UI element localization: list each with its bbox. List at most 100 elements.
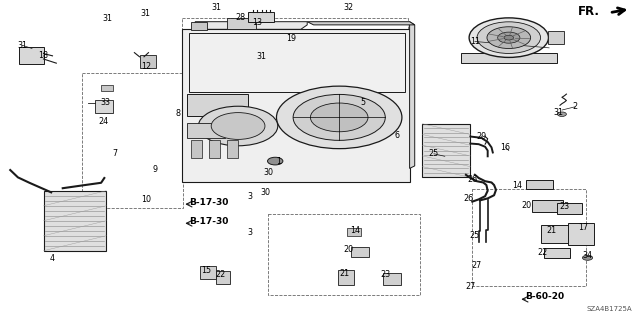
Bar	[541, 225, 570, 243]
Text: 23: 23	[559, 202, 570, 211]
Bar	[568, 223, 594, 245]
Text: 30: 30	[260, 188, 271, 197]
Bar	[338, 270, 354, 285]
Bar	[209, 140, 220, 158]
Text: 6: 6	[394, 131, 399, 140]
Text: 2: 2	[572, 102, 577, 111]
Text: 7: 7	[113, 149, 118, 158]
Text: SZA4B1725A: SZA4B1725A	[587, 306, 632, 312]
Circle shape	[268, 157, 283, 165]
Text: 31: 31	[17, 41, 28, 50]
Text: 20: 20	[521, 201, 531, 210]
Bar	[189, 33, 405, 92]
Text: 10: 10	[141, 195, 151, 204]
Bar	[383, 273, 401, 285]
Text: 31: 31	[211, 4, 221, 12]
Text: 20: 20	[344, 245, 354, 254]
Text: 31: 31	[553, 108, 563, 117]
Text: 27: 27	[465, 282, 476, 291]
Circle shape	[276, 86, 402, 149]
Text: 25: 25	[470, 231, 480, 240]
Circle shape	[293, 94, 385, 140]
Circle shape	[504, 35, 513, 40]
Bar	[95, 100, 113, 113]
Bar	[268, 214, 420, 295]
Text: 16: 16	[500, 143, 511, 152]
Text: 18: 18	[38, 51, 49, 60]
Text: 28: 28	[235, 13, 245, 22]
Bar	[140, 55, 156, 68]
Text: 23: 23	[380, 271, 390, 279]
Bar	[187, 94, 248, 116]
Circle shape	[557, 112, 566, 116]
Text: 19: 19	[286, 34, 296, 43]
Bar	[216, 271, 230, 284]
Text: 3: 3	[247, 228, 252, 237]
Text: 24: 24	[99, 117, 109, 126]
Bar	[461, 53, 557, 63]
Text: 29: 29	[476, 132, 486, 141]
Bar	[101, 85, 113, 91]
Text: 30: 30	[264, 168, 274, 177]
Text: B-17-30: B-17-30	[189, 217, 228, 226]
Bar	[351, 247, 369, 257]
Bar	[200, 266, 216, 279]
Bar	[187, 123, 225, 138]
Bar	[544, 248, 570, 258]
Text: FR.: FR.	[579, 5, 600, 18]
Text: 4: 4	[50, 254, 55, 263]
Bar	[532, 200, 563, 212]
Bar	[182, 18, 408, 176]
Bar	[227, 18, 256, 29]
Polygon shape	[307, 22, 415, 25]
Text: 5: 5	[360, 98, 365, 107]
Circle shape	[477, 22, 541, 54]
Text: 13: 13	[252, 19, 262, 27]
Text: B-17-30: B-17-30	[189, 198, 228, 207]
Text: 31: 31	[256, 52, 266, 61]
Text: 15: 15	[201, 266, 211, 275]
Text: 34: 34	[582, 251, 593, 260]
Circle shape	[211, 113, 265, 139]
Text: 22: 22	[538, 248, 548, 257]
Text: 9: 9	[152, 165, 157, 174]
Bar	[44, 191, 106, 251]
Text: 25: 25	[429, 149, 439, 158]
Text: 33: 33	[100, 98, 111, 107]
Text: 22: 22	[216, 271, 226, 279]
Bar	[548, 31, 564, 44]
Circle shape	[198, 106, 278, 146]
Bar	[82, 73, 183, 208]
Text: 12: 12	[141, 62, 151, 71]
Text: 26: 26	[463, 194, 474, 203]
Bar	[191, 22, 207, 30]
Text: 1: 1	[276, 157, 281, 166]
Text: 31: 31	[141, 9, 151, 18]
Text: 21: 21	[547, 226, 557, 235]
Circle shape	[487, 27, 531, 48]
Circle shape	[582, 255, 593, 260]
Bar	[191, 140, 202, 158]
Bar	[19, 47, 44, 64]
Bar	[557, 203, 582, 214]
Bar	[472, 189, 586, 286]
Bar	[227, 140, 238, 158]
Text: 17: 17	[579, 223, 589, 232]
Text: 21: 21	[339, 269, 349, 278]
Text: 11: 11	[470, 37, 480, 46]
Polygon shape	[410, 22, 415, 168]
Text: 8: 8	[175, 109, 180, 118]
Text: 3: 3	[247, 192, 252, 201]
Bar	[182, 29, 410, 182]
Circle shape	[310, 103, 368, 132]
Circle shape	[469, 18, 548, 57]
Text: 14: 14	[350, 226, 360, 235]
Text: B-60-20: B-60-20	[525, 292, 564, 301]
Bar	[422, 124, 470, 177]
Text: 31: 31	[102, 14, 113, 23]
Bar	[526, 180, 553, 189]
Text: 26: 26	[467, 175, 477, 184]
Text: 14: 14	[512, 181, 522, 190]
Polygon shape	[195, 22, 307, 29]
Bar	[347, 228, 361, 236]
